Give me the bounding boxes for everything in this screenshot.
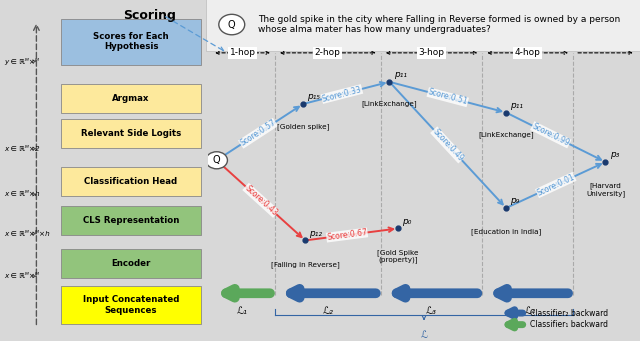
Text: [LinkExchange]: [LinkExchange]: [362, 101, 417, 107]
Text: 4-hop: 4-hop: [515, 48, 541, 57]
Text: p₉: p₉: [511, 196, 520, 205]
Text: p₁₅: p₁₅: [307, 92, 321, 101]
Text: Encoder: Encoder: [111, 259, 151, 268]
Text: Score:0.57: Score:0.57: [239, 118, 278, 148]
Text: x ∈ ℝᴹ×2: x ∈ ℝᴹ×2: [4, 146, 40, 152]
Text: Classifier₂ backward: Classifier₂ backward: [530, 309, 608, 317]
Text: 2-hop: 2-hop: [315, 48, 340, 57]
Text: [LinkExchange]: [LinkExchange]: [478, 131, 534, 138]
Text: Classification Head: Classification Head: [84, 177, 178, 186]
Text: x ∈ ℝᴹ×ᴹ: x ∈ ℝᴹ×ᴹ: [4, 273, 39, 279]
FancyBboxPatch shape: [61, 249, 201, 278]
Text: ℒ₁: ℒ₁: [237, 306, 248, 316]
FancyBboxPatch shape: [61, 19, 201, 65]
FancyBboxPatch shape: [61, 84, 201, 113]
Text: [Golden spike]: [Golden spike]: [277, 123, 329, 130]
Text: Score:0.01: Score:0.01: [536, 172, 576, 198]
Text: [Education in India]: [Education in India]: [471, 228, 541, 235]
Text: [Gold Spike
(property)]: [Gold Spike (property)]: [378, 249, 419, 264]
Circle shape: [206, 152, 227, 169]
Text: Q: Q: [213, 155, 220, 165]
Text: Score:0.33: Score:0.33: [321, 85, 363, 103]
Text: Score:0.49: Score:0.49: [431, 127, 465, 163]
FancyBboxPatch shape: [206, 0, 640, 51]
Text: Q: Q: [228, 19, 236, 30]
Circle shape: [219, 14, 244, 35]
FancyBboxPatch shape: [61, 286, 201, 324]
Text: y ∈ ℝᴹ×ᴹ: y ∈ ℝᴹ×ᴹ: [4, 58, 39, 65]
Text: [Falling in Reverse]: [Falling in Reverse]: [271, 261, 340, 268]
Text: ℒ₄: ℒ₄: [524, 306, 535, 316]
Text: ℒ₃: ℒ₃: [426, 306, 436, 316]
Text: Score:0.43: Score:0.43: [243, 183, 279, 217]
Text: Scoring: Scoring: [124, 9, 176, 22]
Text: CLS Representation: CLS Representation: [83, 216, 179, 225]
Text: p₃: p₃: [610, 150, 619, 159]
Text: Input Concatenated
Sequences: Input Concatenated Sequences: [83, 296, 179, 315]
Text: Score:0.51: Score:0.51: [427, 88, 468, 107]
Text: Classifier₁ backward: Classifier₁ backward: [530, 320, 608, 329]
Text: Score:0.67: Score:0.67: [326, 228, 368, 242]
FancyBboxPatch shape: [61, 119, 201, 148]
FancyBboxPatch shape: [61, 206, 201, 235]
Text: p₁₂: p₁₂: [310, 229, 323, 238]
Text: p₀: p₀: [403, 217, 412, 226]
Text: ℒ₂: ℒ₂: [322, 306, 333, 316]
Text: Score:0.99: Score:0.99: [531, 122, 571, 148]
Text: Scores for Each
Hypothesis: Scores for Each Hypothesis: [93, 32, 169, 51]
Text: p₁₁: p₁₁: [511, 101, 524, 110]
Text: 1-hop: 1-hop: [230, 48, 255, 57]
Text: The gold spike in the city where Falling in Reverse formed is owned by a person
: The gold spike in the city where Falling…: [258, 15, 620, 34]
Text: Relevant Side Logits: Relevant Side Logits: [81, 129, 181, 138]
Text: p₁₁: p₁₁: [394, 70, 407, 79]
Text: x ∈ ℝᴹ×ᴹ×h: x ∈ ℝᴹ×ᴹ×h: [4, 231, 50, 237]
FancyBboxPatch shape: [61, 167, 201, 196]
Text: 3-hop: 3-hop: [419, 48, 444, 57]
Text: [Harvard
University]: [Harvard University]: [586, 182, 625, 197]
Text: ℒ: ℒ: [420, 330, 428, 340]
Text: x ∈ ℝᴹ×h: x ∈ ℝᴹ×h: [4, 191, 40, 197]
Text: Argmax: Argmax: [112, 93, 150, 103]
